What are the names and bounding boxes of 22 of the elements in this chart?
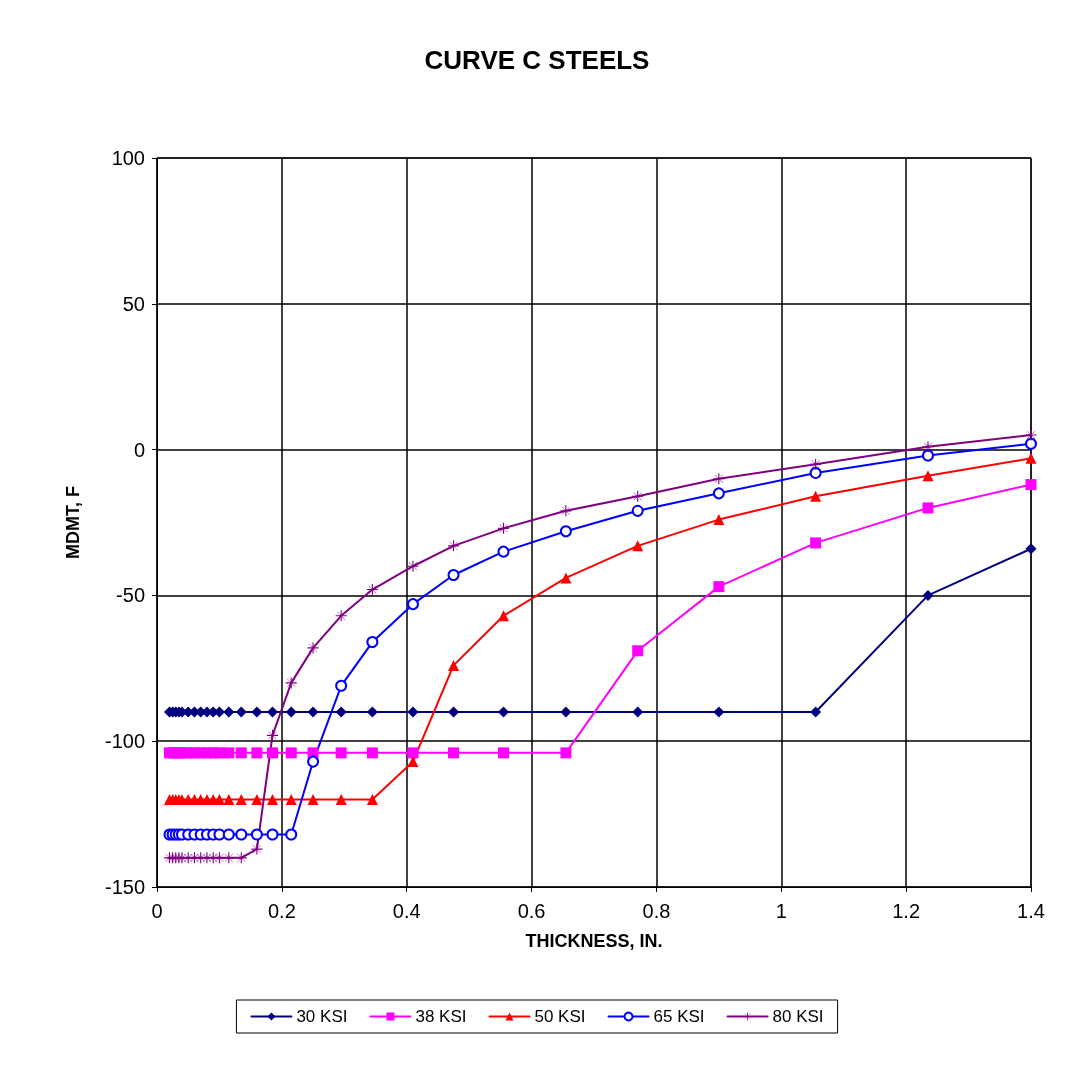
legend-label: 38 KSI [415,1007,467,1026]
legend-label: 50 KSI [534,1007,586,1026]
x-tick-label: 0.6 [517,900,546,922]
x-tick-label: 0.8 [642,900,671,922]
y-tick-label: 100 [111,147,145,169]
legend-label: 80 KSI [772,1007,824,1026]
x-tick-label: 0.4 [392,900,421,922]
y-tick-label: 50 [122,292,145,315]
x-tick-label: 0 [151,900,163,922]
legend-label: 30 KSI [296,1007,348,1026]
y-tick-label: -100 [104,730,145,753]
x-tick-label: 0.2 [267,900,296,922]
chart-title: CURVE C STEELS [424,45,650,75]
y-axis-title: MDMT, F [63,486,83,559]
x-tick-label: 1.2 [892,900,921,922]
y-tick-label: -50 [116,584,145,607]
legend-label: 65 KSI [653,1007,705,1026]
x-axis-title: THICKNESS, IN. [525,931,663,951]
y-tick-label: 0 [133,438,145,461]
x-tick-label: 1.4 [1017,900,1045,922]
x-tick-label: 1 [775,900,787,922]
y-tick-label: -150 [104,876,145,898]
